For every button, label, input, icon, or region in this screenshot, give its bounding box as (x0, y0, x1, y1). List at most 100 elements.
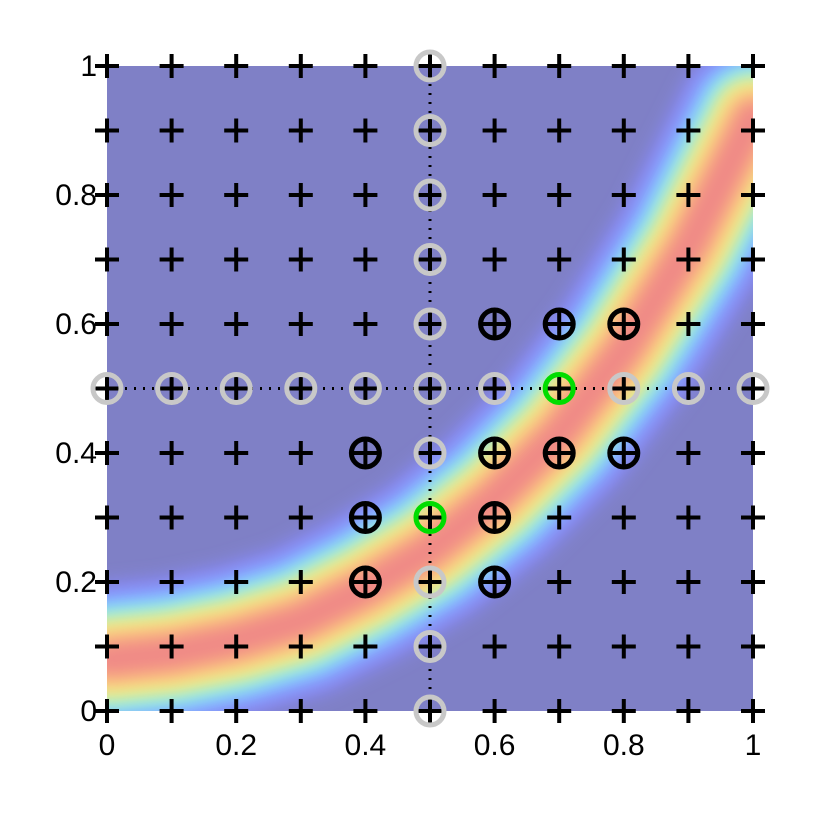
plus-marker (159, 183, 184, 207)
circle-marker (90, 372, 124, 405)
x-tick-label: 1 (745, 729, 762, 762)
x-tick-label: 0.2 (215, 729, 257, 762)
circle-marker (413, 114, 447, 147)
plus-marker (741, 570, 765, 594)
plus-marker (547, 376, 572, 401)
plus-marker (224, 699, 249, 723)
plus-marker (95, 54, 119, 78)
plus-marker (95, 441, 119, 465)
circle-marker (413, 49, 447, 83)
plus-marker (482, 505, 507, 530)
heat-band (107, 66, 753, 711)
band-layer (107, 98, 753, 679)
plus-marker (482, 312, 507, 336)
plus-marker (676, 441, 701, 465)
plus-marker (159, 54, 184, 78)
plus-marker (482, 247, 507, 272)
plus-marker (95, 312, 119, 336)
plus-marker (418, 505, 442, 530)
plus-marker (482, 376, 507, 401)
circle-marker (607, 307, 641, 341)
plus-marker (418, 54, 442, 78)
plus-marker (288, 183, 313, 207)
circle-marker (413, 307, 447, 341)
plus-marker (482, 183, 507, 207)
plus-marker (353, 634, 378, 659)
plus-marker (741, 247, 765, 272)
plus-marker (611, 699, 636, 723)
y-tick-label: 0 (80, 695, 97, 728)
plus-marker (353, 699, 378, 723)
y-tick-label: 1 (80, 50, 97, 83)
y-tick-label: 0.2 (55, 566, 97, 599)
plus-marker (159, 441, 184, 465)
plus-marker (288, 505, 313, 530)
plus-marker (611, 54, 636, 78)
y-tick-label: 0.6 (55, 308, 97, 341)
plus-marker (418, 312, 442, 336)
plus-marker (159, 699, 184, 723)
plus-marker (95, 118, 119, 143)
plus-marker (676, 570, 701, 594)
plus-marker (547, 247, 572, 272)
plus-marker (95, 634, 119, 659)
plus-marker (547, 505, 572, 530)
plus-marker (741, 312, 765, 336)
plus-marker (676, 699, 701, 723)
plus-marker (547, 54, 572, 78)
circle-marker (607, 436, 641, 470)
plus-marker (676, 118, 701, 143)
plus-marker (741, 183, 765, 207)
plus-marker (418, 570, 442, 594)
plus-marker (741, 505, 765, 530)
plus-marker (482, 118, 507, 143)
circle-marker (478, 501, 512, 534)
plus-marker (353, 183, 378, 207)
plus-marker (611, 570, 636, 594)
circle-marker (413, 372, 447, 405)
circle-marker (542, 307, 576, 341)
plus-marker (611, 634, 636, 659)
plus-marker (224, 570, 249, 594)
plus-marker (159, 118, 184, 143)
circle-marker (607, 372, 641, 405)
plus-marker (224, 247, 249, 272)
plus-marker (741, 54, 765, 78)
plus-marker (353, 312, 378, 336)
plus-marker (676, 634, 701, 659)
circle-marker (413, 436, 447, 470)
plus-marker (95, 183, 119, 207)
plus-marker (159, 312, 184, 336)
circle-marker (671, 372, 705, 405)
plus-marker (418, 183, 442, 207)
circle-marker (348, 372, 382, 405)
plus-marker (611, 376, 636, 401)
plus-marker (676, 505, 701, 530)
plus-marker (547, 634, 572, 659)
plus-marker (547, 183, 572, 207)
circle-marker (284, 372, 318, 405)
plus-marker (418, 118, 442, 143)
plus-marker (224, 441, 249, 465)
circle-marker (413, 565, 447, 599)
circle-marker (155, 372, 189, 405)
plus-marker (547, 699, 572, 723)
circle-marker (478, 565, 512, 599)
plus-marker (741, 441, 765, 465)
plus-marker (676, 183, 701, 207)
plus-marker (288, 441, 313, 465)
circle-marker (478, 307, 512, 341)
plus-marker (288, 118, 313, 143)
plus-marker (95, 376, 119, 401)
plus-marker (418, 699, 442, 723)
x-tick-label: 0 (99, 729, 116, 762)
plus-marker (95, 505, 119, 530)
circle-marker (348, 565, 382, 599)
plus-marker (353, 118, 378, 143)
plus-marker (95, 247, 119, 272)
plus-marker (224, 505, 249, 530)
plus-marker (288, 699, 313, 723)
y-tick-label: 0.8 (55, 179, 97, 212)
circle-marker (413, 694, 447, 728)
